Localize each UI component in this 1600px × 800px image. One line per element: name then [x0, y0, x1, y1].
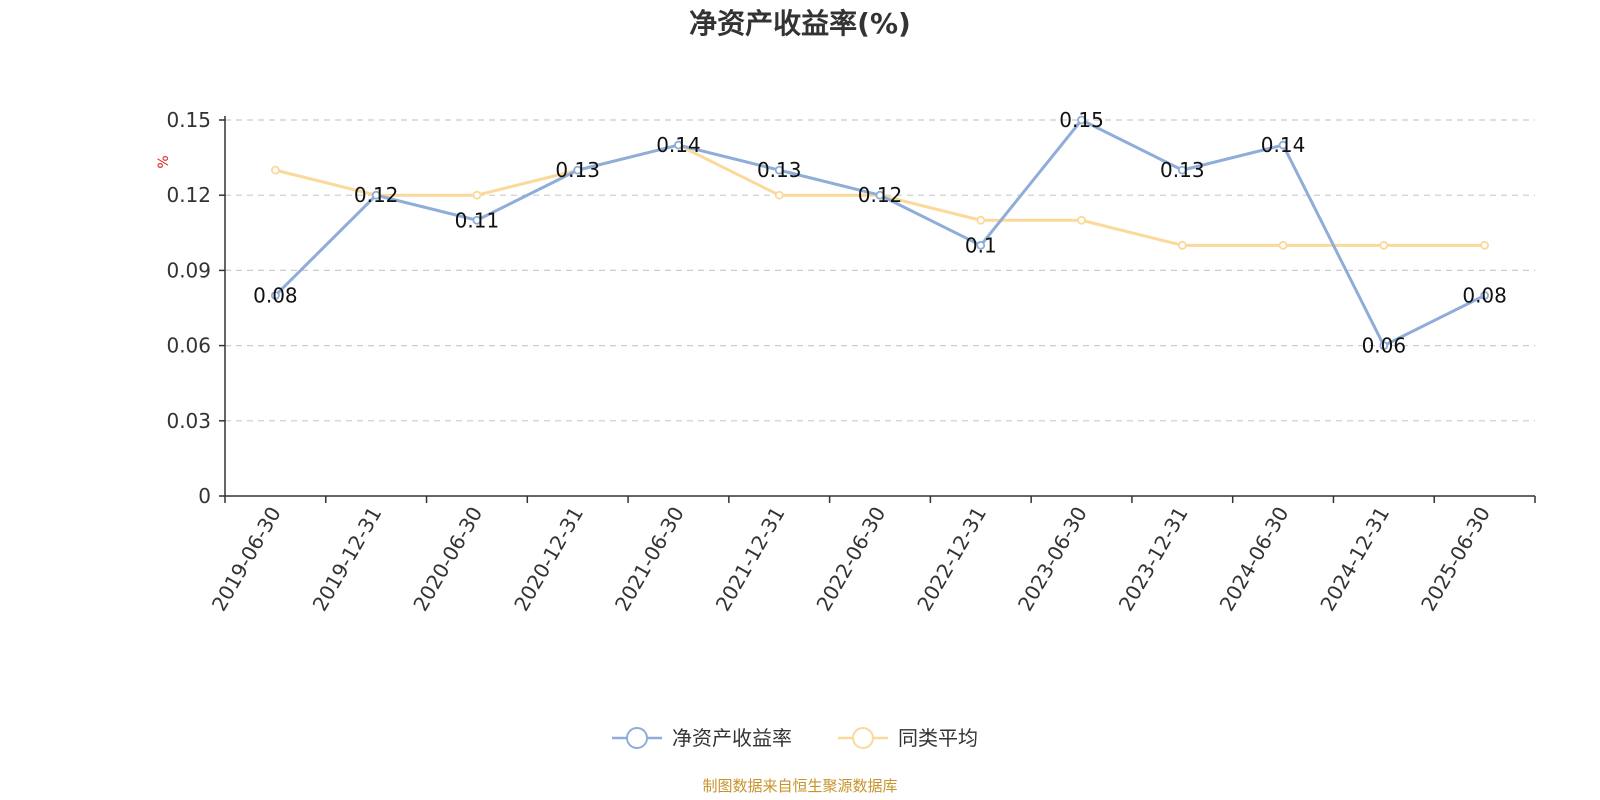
chart-title: 净资产收益率(%)	[689, 7, 911, 40]
series-point-1	[1177, 240, 1187, 250]
series-point-0	[573, 165, 583, 175]
series-point-0	[270, 291, 280, 300]
legend-marker-1	[852, 727, 874, 749]
x-tick-label: 2024-06-30	[1215, 503, 1294, 616]
y-axis-unit: %	[156, 155, 172, 168]
legend: 净资产收益率 同类平均	[612, 726, 978, 750]
series-point-0	[1177, 165, 1187, 175]
data-label-layer: 0.08 0.12 0.11 0.13 0.14 0.13 0.12 0.1 0.15 0.13 0…	[253, 108, 1507, 358]
y-tick-label: 0.03	[166, 409, 211, 433]
data-label: 0.12	[858, 183, 903, 207]
legend-label-0: 净资产收益率	[672, 726, 792, 750]
y-tick-label: 0.09	[166, 258, 211, 282]
series-point-1	[472, 190, 482, 200]
data-label: 0.1	[965, 233, 997, 257]
data-label: 0.14	[1261, 133, 1306, 157]
data-label: 0.08	[1462, 283, 1507, 307]
y-tick-label: 0.15	[166, 108, 211, 132]
series-point-0	[1278, 140, 1288, 150]
data-label: 0.13	[555, 158, 600, 182]
series-point-0	[371, 190, 381, 200]
data-label: 0.06	[1362, 334, 1407, 358]
series-point-1	[270, 165, 280, 175]
series-point-1	[1480, 240, 1490, 250]
data-label: 0.15	[1059, 108, 1104, 132]
series-point-0	[875, 190, 885, 200]
data-label: 0.11	[455, 208, 500, 232]
series-point-1	[774, 190, 784, 200]
x-tick-label: 2019-06-30	[207, 503, 286, 616]
x-tick-label: 2023-12-31	[1114, 503, 1193, 616]
series-point-0	[1480, 291, 1490, 300]
x-tick-label: 2021-06-30	[610, 503, 689, 616]
y-tick-label: 0	[198, 484, 211, 508]
grid-layer	[225, 119, 1535, 422]
series-point-0	[472, 215, 482, 225]
source-note: 制图数据来自恒生聚源数据库	[702, 777, 897, 795]
series-point-1	[1278, 240, 1288, 250]
x-tick-label: 2023-06-30	[1013, 503, 1092, 616]
x-tick-label: 2020-06-30	[408, 503, 487, 616]
series-point-0	[774, 165, 784, 175]
x-tick-label: 2024-12-31	[1315, 503, 1394, 616]
series-point-0	[976, 240, 986, 250]
x-tick-label: 2025-06-30	[1416, 503, 1495, 616]
x-tick-label: 2020-12-31	[509, 503, 588, 616]
series-point-0	[674, 140, 683, 150]
data-label: 0.13	[1160, 158, 1205, 182]
legend-label-1: 同类平均	[898, 726, 978, 750]
series-point-0	[1077, 115, 1086, 125]
y-tick-label: 0.06	[166, 334, 211, 358]
data-label: 0.13	[757, 158, 802, 182]
x-tick-label: 2022-12-31	[912, 503, 991, 616]
x-tick-label: 2021-12-31	[711, 503, 790, 616]
x-tick-label: 2022-06-30	[811, 503, 890, 616]
series-layer	[270, 115, 1490, 351]
data-label: 0.14	[656, 133, 701, 157]
y-tick-label: 0.12	[166, 183, 211, 207]
data-label: 0.12	[354, 183, 399, 207]
series-point-1	[976, 215, 986, 225]
series-point-1	[1379, 240, 1389, 250]
series-point-1	[1077, 215, 1086, 225]
legend-marker-0	[626, 727, 648, 749]
x-tick-label: 2019-12-31	[308, 503, 387, 616]
series-point-0	[1379, 341, 1389, 351]
data-label: 0.08	[253, 283, 298, 307]
